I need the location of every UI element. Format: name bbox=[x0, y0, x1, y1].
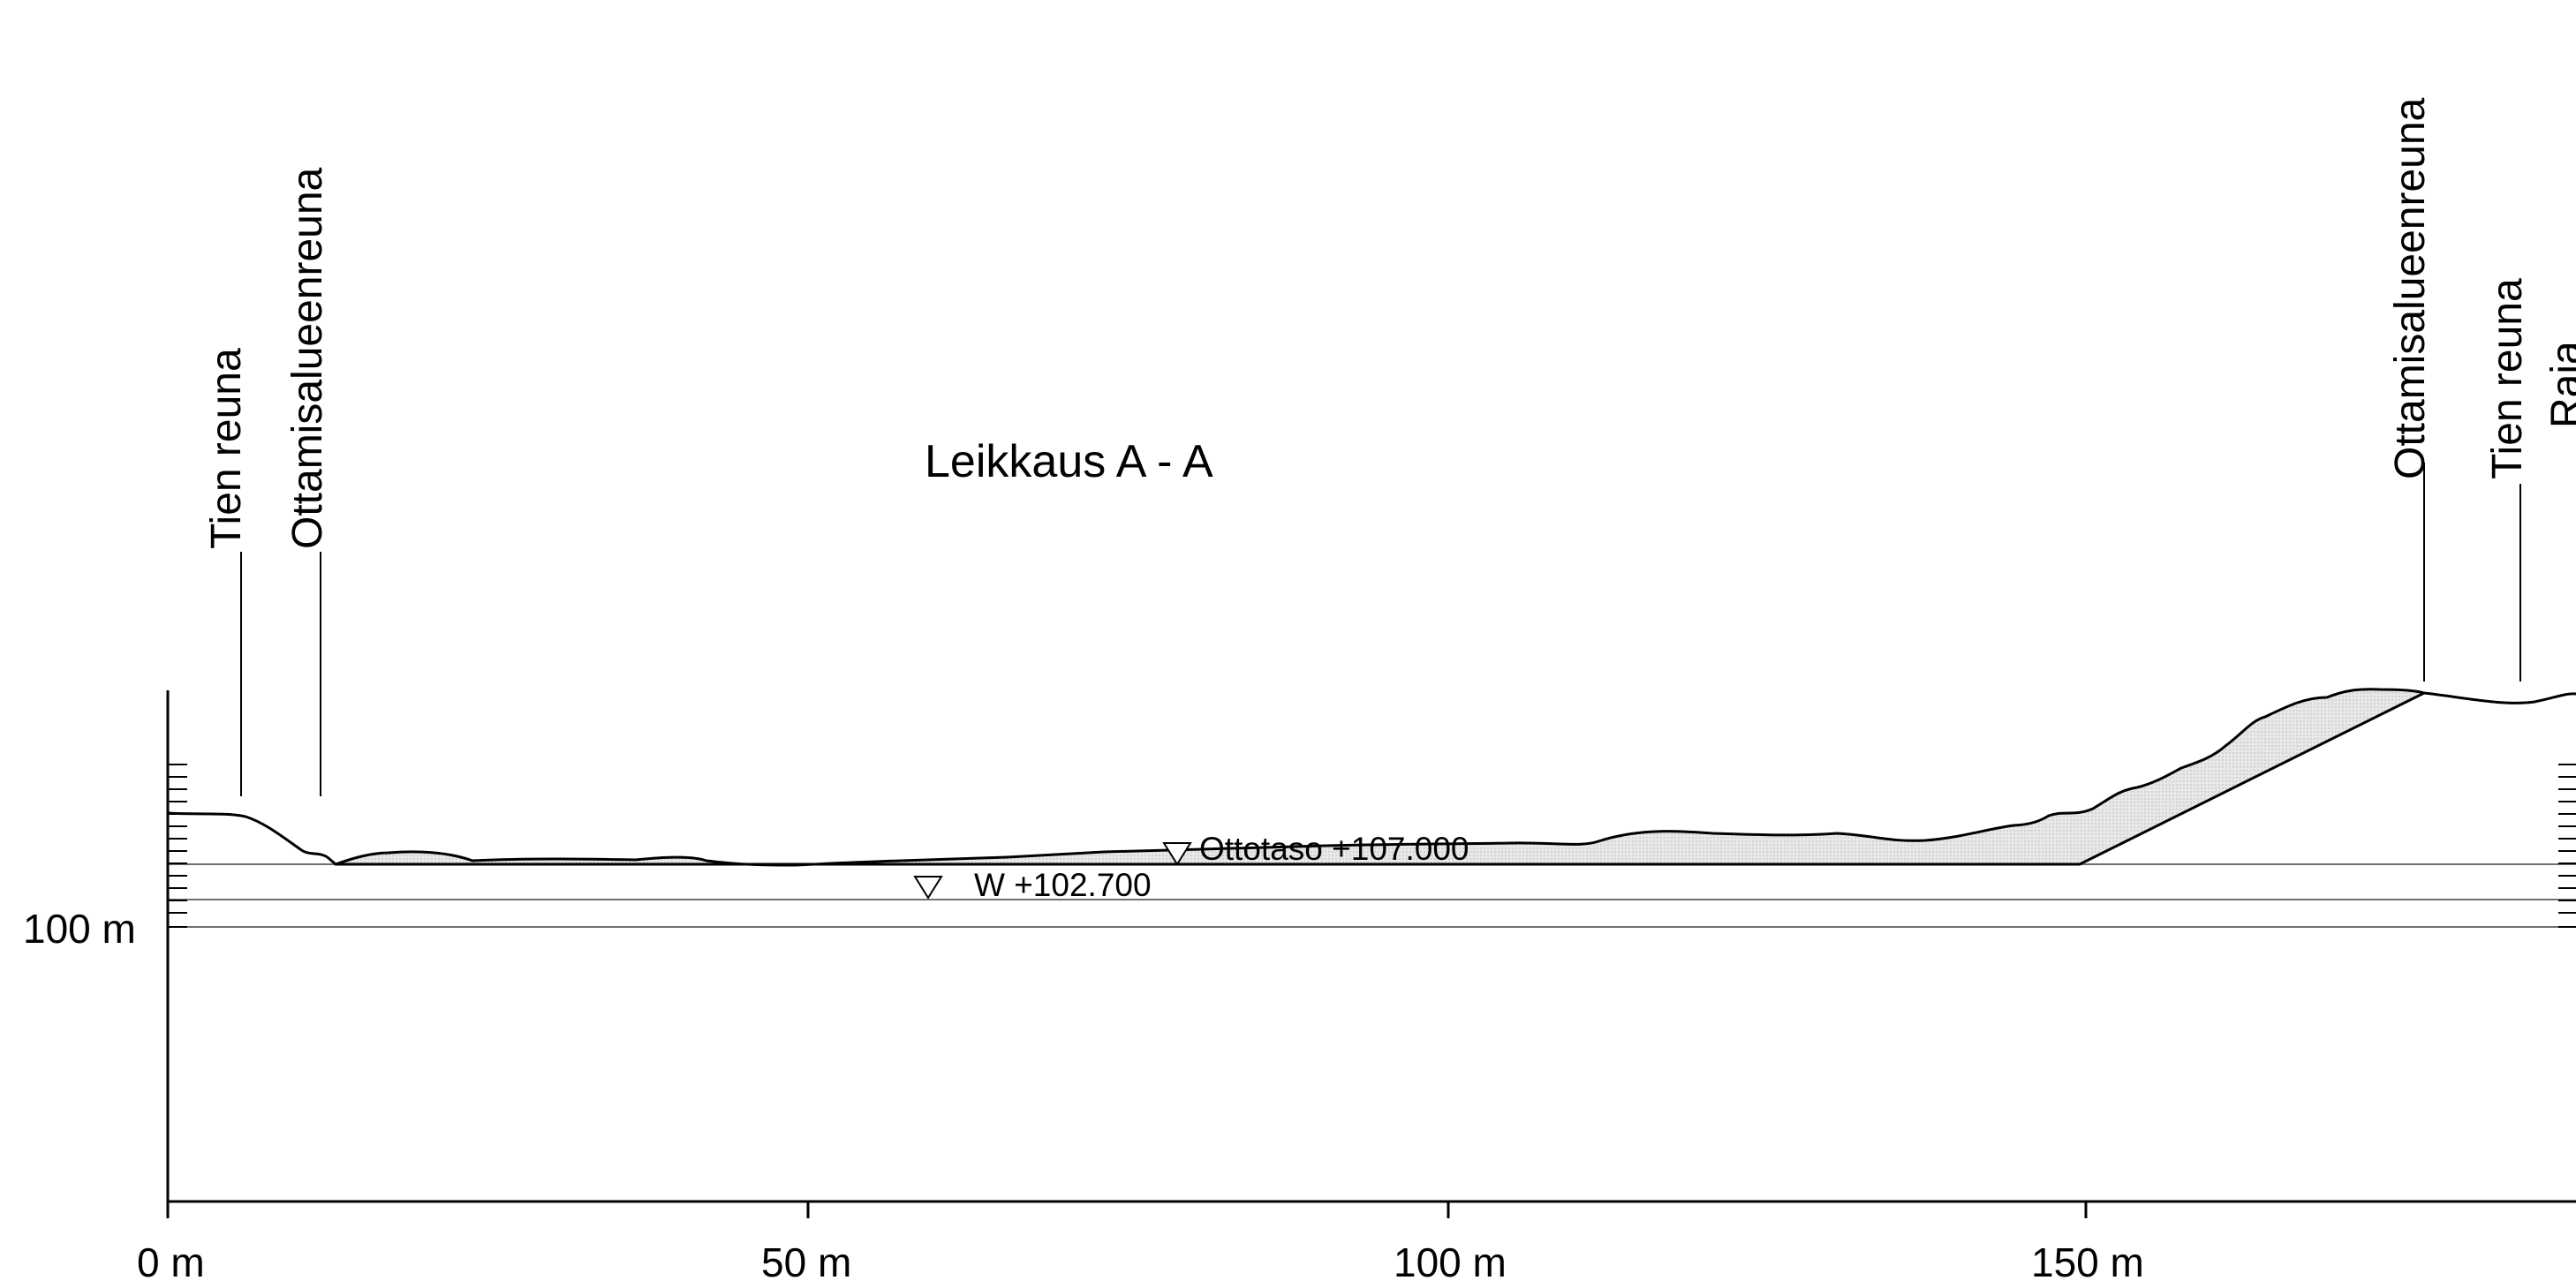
extraction-level-marker-icon bbox=[1162, 842, 1192, 866]
right-scale-ticks bbox=[2558, 764, 2576, 928]
groundwater-level-marker-icon bbox=[913, 876, 943, 900]
label-left-road-edge: Tien reuna bbox=[203, 348, 250, 549]
edge-leader-lines bbox=[240, 463, 2521, 796]
x-tick-label-0: 0 m bbox=[137, 1239, 205, 1285]
label-right-extraction-edge: Ottamisalueenreuna bbox=[2387, 97, 2434, 479]
extraction-boundary bbox=[336, 691, 2425, 866]
x-tick-label-50: 50 m bbox=[761, 1239, 851, 1285]
groundwater-level-label: W +102.700 bbox=[974, 867, 1152, 903]
terrain-profile bbox=[167, 688, 2576, 867]
extraction-level-label: Ottotaso +107.000 bbox=[1199, 831, 1469, 867]
x-axis-ticks bbox=[166, 1201, 2088, 1218]
label-right-boundary: Raja bbox=[2543, 341, 2576, 428]
label-right-road-edge: Tien reuna bbox=[2484, 278, 2531, 479]
left-scale-ticks bbox=[168, 764, 187, 928]
y-tick-label-100: 100 m bbox=[23, 906, 136, 952]
x-tick-label-100: 100 m bbox=[1394, 1239, 1507, 1285]
x-tick-label-150: 150 m bbox=[2031, 1239, 2144, 1285]
label-left-extraction-edge: Ottamisalueenreuna bbox=[284, 167, 331, 549]
section-title: Leikkaus A - A bbox=[925, 436, 1213, 487]
